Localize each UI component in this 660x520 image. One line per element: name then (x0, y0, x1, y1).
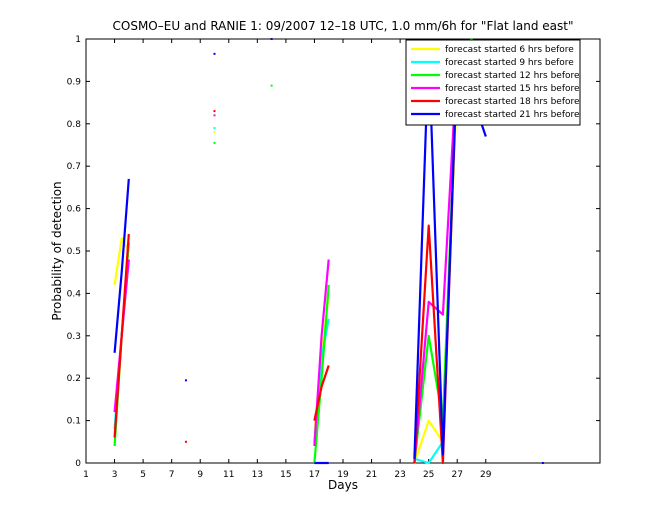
x-tick-label: 5 (140, 470, 146, 480)
series-line-3 (313, 284, 330, 464)
legend-label-5: forecast started 18 hrs before (445, 97, 580, 107)
x-tick-label: 7 (169, 470, 175, 480)
series-point-1 (213, 131, 216, 134)
series-point-6 (270, 38, 273, 40)
series-point-6 (541, 462, 544, 464)
legend-label-4: forecast started 15 hrs before (445, 84, 580, 94)
x-tick-label: 17 (309, 470, 320, 480)
legend-label-3: forecast started 12 hrs before (445, 71, 580, 81)
y-axis-label: Probability of detection (50, 181, 64, 320)
y-tick-label: 0.9 (67, 77, 82, 87)
y-tick-label: 0 (75, 459, 81, 469)
series-line-6 (113, 178, 130, 353)
x-tick-label: 9 (197, 470, 203, 480)
series-line-1 (113, 237, 130, 286)
y-tick-label: 0.1 (67, 417, 81, 427)
legend-label-1: forecast started 6 hrs before (445, 45, 574, 55)
series-point-2 (213, 127, 216, 130)
x-tick-label: 27 (451, 470, 462, 480)
x-axis-label: Days (328, 478, 358, 492)
series-point-3 (270, 84, 273, 87)
x-tick-label: 25 (423, 470, 434, 480)
x-tick-label: 1 (83, 470, 89, 480)
x-tick-label: 19 (337, 470, 349, 480)
y-tick-label: 0.5 (67, 247, 81, 257)
x-tick-label: 21 (366, 470, 377, 480)
chart-title: COSMO–EU and RANIE 1: 09/2007 12–18 UTC,… (113, 19, 574, 33)
x-tick-label: 23 (394, 470, 405, 480)
legend-label-6: forecast started 21 hrs before (445, 110, 580, 120)
series-line-5 (113, 233, 130, 438)
series-point-3 (213, 141, 216, 144)
series-point-6 (184, 379, 187, 382)
series-point-5 (213, 110, 216, 113)
y-tick-label: 0.7 (67, 162, 81, 172)
series-line-5 (313, 365, 330, 421)
legend: forecast started 6 hrs before forecast st… (405, 39, 581, 126)
x-tick-label: 3 (112, 470, 118, 480)
series-point-6 (213, 52, 216, 55)
y-tick-label: 0.6 (67, 205, 82, 215)
y-tick-label: 0.3 (67, 332, 81, 342)
y-tick-label: 1 (75, 35, 81, 45)
x-tick-label: 11 (223, 470, 234, 480)
series-point-5 (184, 440, 187, 443)
axis-ticks: 1 3 5 7 9 11 13 15 17 19 21 23 25 27 2900.10.20.30.40.… (67, 35, 600, 480)
y-tick-label: 0.4 (67, 289, 82, 299)
x-tick-label: 15 (280, 470, 291, 480)
legend-label-2: forecast started 9 hrs before (445, 58, 574, 68)
series-point-4 (213, 114, 216, 117)
y-tick-label: 0.8 (67, 120, 82, 130)
legend-box (405, 39, 581, 126)
x-tick-label: 29 (480, 470, 492, 480)
x-tick-label: 13 (252, 470, 263, 480)
y-tick-label: 0.2 (67, 374, 81, 384)
